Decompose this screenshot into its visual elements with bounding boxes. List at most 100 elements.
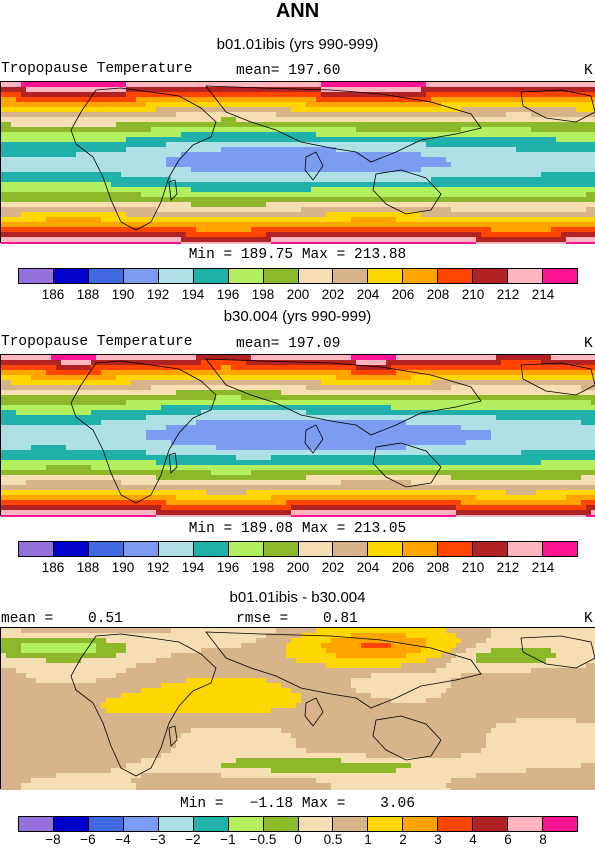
colorbar-tick-label: 8 [539, 832, 547, 847]
panel-2-title: b30.004 (yrs 990-999) [223, 308, 372, 325]
colorbar-tick-label: 202 [321, 287, 345, 302]
colorbar-tick-label: 204 [356, 287, 380, 302]
colorbar-tick-label: 3 [434, 832, 442, 847]
colorbar-box [53, 817, 89, 831]
colorbar-tick-label: 210 [461, 560, 485, 575]
colorbar-box [19, 817, 54, 831]
colorbar-tick-label: 212 [496, 287, 520, 302]
panel-1-contour-plot [1, 82, 595, 244]
panel-1-mean-label: mean= 197.60 [236, 63, 341, 79]
colorbar-box [298, 817, 334, 831]
panel-1-title: b01.01ibis (yrs 990-999) [216, 36, 379, 53]
colorbar-box [403, 269, 439, 283]
colorbar-box [123, 542, 159, 556]
panel-2-map [0, 354, 595, 517]
page-title: ANN [275, 0, 320, 22]
colorbar-box [473, 542, 509, 556]
colorbar-tick-label: −6 [80, 832, 96, 847]
colorbar-tick-label: 188 [76, 287, 100, 302]
colorbar-box [333, 269, 369, 283]
colorbar-box [158, 269, 194, 283]
colorbar-box [88, 817, 124, 831]
colorbar-box [368, 817, 404, 831]
colorbar-box [88, 269, 124, 283]
panel-3-contour-plot [1, 628, 595, 790]
colorbar-box [298, 542, 334, 556]
colorbar-box [403, 542, 439, 556]
panel-3-mean-label: mean = 0.51 [1, 611, 123, 627]
colorbar-box [543, 817, 577, 831]
colorbar-tick-label: −2 [185, 832, 201, 847]
colorbar-box [158, 542, 194, 556]
panel-1-units-label: K [584, 63, 593, 79]
colorbar-box [228, 269, 264, 283]
colorbar-tick-label: −8 [45, 832, 61, 847]
panel-3-rmse-label: rmse = 0.81 [236, 611, 358, 627]
colorbar-tick-label: 198 [251, 560, 275, 575]
colorbar-tick-label: 214 [531, 287, 555, 302]
panel-2-colorbar-ticks: 186 188 190 192 194 196 198 200 202 204 206 208 210 2… [18, 560, 578, 576]
colorbar-tick-label: 194 [181, 560, 205, 575]
panel-1-colorbar [18, 268, 578, 284]
panel-3-units-label: K [584, 611, 593, 627]
colorbar-box [403, 817, 439, 831]
colorbar-tick-label: 200 [286, 560, 310, 575]
colorbar-tick-label: 204 [356, 560, 380, 575]
colorbar-tick-label: 198 [251, 287, 275, 302]
colorbar-box [368, 542, 404, 556]
colorbar-tick-label: 0.5 [323, 832, 343, 847]
colorbar-box [368, 269, 404, 283]
colorbar-box [543, 269, 577, 283]
colorbar-box [438, 542, 474, 556]
colorbar-box [193, 542, 229, 556]
colorbar-tick-label: 210 [461, 287, 485, 302]
colorbar-box [473, 817, 509, 831]
panel-1-map [0, 81, 595, 244]
colorbar-tick-label: 190 [111, 560, 135, 575]
colorbar-tick-label: 192 [146, 287, 170, 302]
panel-2-variable-label: Tropopause Temperature [1, 334, 193, 350]
panel-1-colorbar-ticks: 186 188 190 192 194 196 198 200 202 204 206 208 210 2… [18, 287, 578, 303]
colorbar-tick-label: 206 [391, 287, 415, 302]
colorbar-box [263, 542, 299, 556]
colorbar-tick-label: −1 [220, 832, 236, 847]
colorbar-tick-label: 194 [181, 287, 205, 302]
colorbar-box [88, 542, 124, 556]
colorbar-tick-label: 206 [391, 560, 415, 575]
colorbar-tick-label: 2 [399, 832, 407, 847]
colorbar-tick-label: −4 [115, 832, 131, 847]
colorbar-box [438, 817, 474, 831]
colorbar-tick-label: 188 [76, 560, 100, 575]
panel-2-mean-label: mean= 197.09 [236, 336, 341, 352]
colorbar-tick-label: 186 [41, 287, 65, 302]
colorbar-tick-label: 214 [531, 560, 555, 575]
colorbar-tick-label: 200 [286, 287, 310, 302]
panel-3-colorbar [18, 816, 578, 832]
panel-1-variable-label: Tropopause Temperature [1, 61, 193, 77]
colorbar-box [438, 269, 474, 283]
colorbar-box [508, 817, 544, 831]
colorbar-tick-label: 208 [426, 560, 450, 575]
colorbar-box [508, 542, 544, 556]
colorbar-box [333, 542, 369, 556]
panel-2-contour-plot [1, 355, 595, 517]
colorbar-tick-label: 186 [41, 560, 65, 575]
panel-3-map [0, 627, 595, 790]
colorbar-box [473, 269, 509, 283]
colorbar-tick-label: 196 [216, 287, 240, 302]
colorbar-tick-label: 6 [504, 832, 512, 847]
colorbar-box [543, 542, 577, 556]
colorbar-box [193, 817, 229, 831]
panel-2-minmax: Min = 189.08 Max = 213.05 [188, 521, 407, 537]
panel-2-units-label: K [584, 336, 593, 352]
panel-3-minmax: Min = −1.18 Max = 3.06 [180, 796, 415, 812]
colorbar-box [298, 269, 334, 283]
colorbar-tick-label: −3 [150, 832, 166, 847]
colorbar-box [228, 817, 264, 831]
panel-1-minmax: Min = 189.75 Max = 213.88 [188, 247, 407, 263]
colorbar-box [508, 269, 544, 283]
colorbar-tick-label: 190 [111, 287, 135, 302]
colorbar-box [123, 269, 159, 283]
panel-2-colorbar [18, 541, 578, 557]
colorbar-box [123, 817, 159, 831]
